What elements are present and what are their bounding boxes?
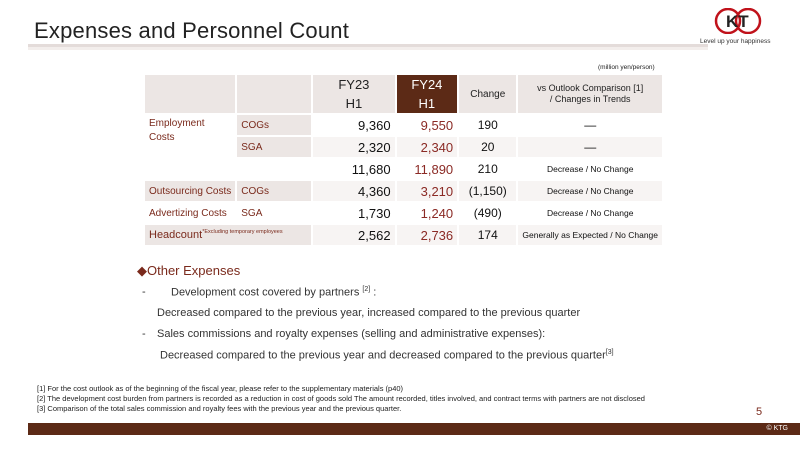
change-value: 20 (459, 137, 517, 157)
unit-label: (million yen/person) (598, 64, 655, 71)
footer-bar (28, 423, 800, 435)
table-row: SGA 2,320 2,340 20 — (145, 137, 662, 157)
outlook-value: Decrease / No Change (518, 181, 662, 201)
outlook-value: — (584, 118, 597, 132)
other-expenses-label: Other Expenses (147, 263, 241, 278)
fy24-value: 3,210 (396, 181, 458, 201)
bullet2-detail: Decreased compared to the previous year … (160, 349, 614, 362)
header-blank-1 (145, 75, 236, 113)
sub-cogs: COGs (237, 181, 312, 201)
footnote-2: [2] The development cost burden from par… (37, 394, 645, 403)
fy23-value: 2,320 (313, 137, 395, 157)
sub-cogs: COGs (237, 115, 312, 135)
outlook-value: Decrease / No Change (546, 164, 634, 174)
fy23-value: 4,360 (313, 181, 395, 201)
fy23-value: 2,562 (313, 225, 395, 245)
copyright: © KTG (766, 425, 789, 432)
title-underline (28, 44, 708, 47)
title-underline-light (28, 47, 708, 50)
change-value: 210 (477, 162, 498, 176)
category-headcount: Headcount*Excluding temporary employees (145, 225, 312, 245)
header-fy24-line1: FY24 (411, 77, 443, 92)
diamond-icon: ◆ (137, 263, 147, 278)
table-row: Headcount*Excluding temporary employees … (145, 225, 662, 245)
page-title: Expenses and Personnel Count (34, 18, 350, 43)
bullet2-detail-text: Decreased compared to the previous year … (160, 349, 606, 362)
header-fy23-line1: FY23 (338, 77, 370, 92)
headcount-label: Headcount (149, 229, 203, 241)
page-number: 5 (756, 406, 763, 418)
logo-k: KT (726, 12, 749, 31)
fy23-value: 1,730 (358, 205, 391, 221)
outlook-value: Decrease / No Change (546, 208, 634, 218)
category-advertizing-costs: Advertizing Costs (149, 207, 227, 219)
header-fy23: FY23 H1 (313, 75, 395, 113)
bullet1-text: Development cost covered by partners (171, 286, 360, 299)
fy24-value: 1,240 (420, 205, 454, 221)
bullet1-ref: [2] (362, 286, 371, 293)
fy23-value: 11,680 (351, 161, 391, 177)
table-row: Advertizing Costs SGA 1,730 1,240 (490) … (145, 203, 662, 223)
bullet-dash-icon: - (142, 286, 146, 298)
footnote-1: [1] For the cost outlook as of the begin… (37, 384, 404, 393)
outlook-value: — (518, 137, 662, 157)
table-header-row: FY23 H1 FY24 H1 Change vs Outlook Compar… (145, 75, 662, 113)
header-fy24-line2: H1 (418, 96, 436, 111)
fy24-value: 2,340 (396, 137, 458, 157)
footnote-3: [3] Comparison of the total sales commis… (37, 404, 402, 413)
category-employment-costs: Employment Costs (149, 118, 205, 143)
headcount-note: *Excluding temporary employees (202, 229, 283, 235)
bullet1-detail: Decreased compared to the previous year,… (157, 307, 581, 319)
table-row: Outsourcing Costs COGs 4,360 3,210 (1,15… (145, 181, 662, 201)
bullet-dash-icon: - (142, 328, 146, 340)
bullet2-ref: [3] (605, 349, 614, 356)
kt-logo-icon: KT (714, 8, 762, 34)
category-outsourcing-costs: Outsourcing Costs (145, 181, 236, 201)
fy24-value: 11,890 (414, 161, 454, 177)
bullet-development-cost: Development cost covered by partners [2]… (171, 286, 376, 299)
header-fy23-line2: H1 (345, 96, 363, 111)
header-fy24: FY24 H1 (396, 75, 458, 113)
table-row: 11,680 11,890 210 Decrease / No Change (145, 159, 662, 179)
header-blank-2 (237, 75, 312, 113)
header-outlook: vs Outlook Comparison [1] / Changes in T… (518, 75, 662, 113)
outlook-value: Generally as Expected / No Change (518, 225, 662, 245)
sub-sga: SGA (237, 137, 312, 157)
header-outlook-line2: / Changes in Trends (549, 94, 631, 104)
change-value: (490) (473, 206, 502, 220)
sub-sga: SGA (241, 207, 263, 219)
tagline: Level up your happiness (700, 38, 771, 45)
header-change: Change (459, 75, 517, 113)
fy23-value: 9,360 (358, 117, 391, 133)
header-outlook-line1: vs Outlook Comparison [1] (537, 83, 644, 93)
expenses-table: FY23 H1 FY24 H1 Change vs Outlook Compar… (143, 73, 664, 247)
change-value: 190 (477, 118, 498, 132)
table-row: Employment Costs COGs 9,360 9,550 190 — (145, 115, 662, 143)
sub-blank (237, 159, 311, 179)
category-blank (145, 159, 235, 179)
change-value: 174 (459, 225, 517, 245)
bullet-sales-commissions: Sales commissions and royalty expenses (… (157, 328, 546, 340)
fy24-value: 9,550 (420, 117, 454, 133)
fy24-value: 2,736 (396, 225, 458, 245)
change-value: (1,150) (459, 181, 517, 201)
other-expenses-heading: ◆Other Expenses (137, 263, 240, 279)
bullet1-suffix: : (370, 286, 377, 299)
